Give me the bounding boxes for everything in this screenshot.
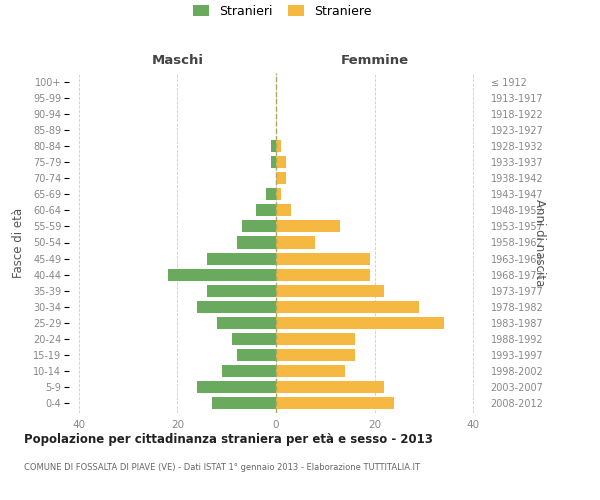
Bar bbox=[276, 268, 370, 280]
Bar bbox=[167, 268, 276, 280]
Bar bbox=[222, 365, 276, 377]
Bar bbox=[217, 316, 276, 328]
Text: Popolazione per cittadinanza straniera per età e sesso - 2013: Popolazione per cittadinanza straniera p… bbox=[24, 432, 433, 446]
Bar bbox=[276, 156, 286, 168]
Bar bbox=[276, 332, 355, 344]
Text: Fasce di età: Fasce di età bbox=[11, 208, 25, 278]
Bar bbox=[276, 140, 281, 152]
Text: Maschi: Maschi bbox=[151, 54, 203, 68]
Bar bbox=[207, 284, 276, 296]
Text: COMUNE DI FOSSALTA DI PIAVE (VE) - Dati ISTAT 1° gennaio 2013 - Elaborazione TUT: COMUNE DI FOSSALTA DI PIAVE (VE) - Dati … bbox=[24, 462, 420, 471]
Bar bbox=[276, 236, 316, 248]
Bar bbox=[271, 140, 276, 152]
Bar bbox=[197, 381, 276, 393]
Text: Anni di nascita: Anni di nascita bbox=[533, 199, 547, 286]
Bar bbox=[197, 300, 276, 312]
Text: Femmine: Femmine bbox=[341, 54, 409, 68]
Bar bbox=[276, 397, 394, 409]
Bar bbox=[276, 284, 385, 296]
Bar bbox=[276, 204, 291, 216]
Bar bbox=[266, 188, 276, 200]
Bar bbox=[276, 172, 286, 184]
Bar bbox=[236, 236, 276, 248]
Legend: Stranieri, Straniere: Stranieri, Straniere bbox=[188, 0, 376, 23]
Bar bbox=[212, 397, 276, 409]
Bar bbox=[241, 220, 276, 232]
Bar bbox=[276, 188, 281, 200]
Bar bbox=[276, 300, 419, 312]
Bar bbox=[276, 220, 340, 232]
Bar bbox=[207, 252, 276, 264]
Bar bbox=[276, 316, 443, 328]
Bar bbox=[276, 252, 370, 264]
Bar bbox=[276, 381, 385, 393]
Bar bbox=[256, 204, 276, 216]
Bar bbox=[276, 365, 345, 377]
Bar bbox=[276, 349, 355, 361]
Bar bbox=[236, 349, 276, 361]
Bar bbox=[232, 332, 276, 344]
Bar bbox=[271, 156, 276, 168]
